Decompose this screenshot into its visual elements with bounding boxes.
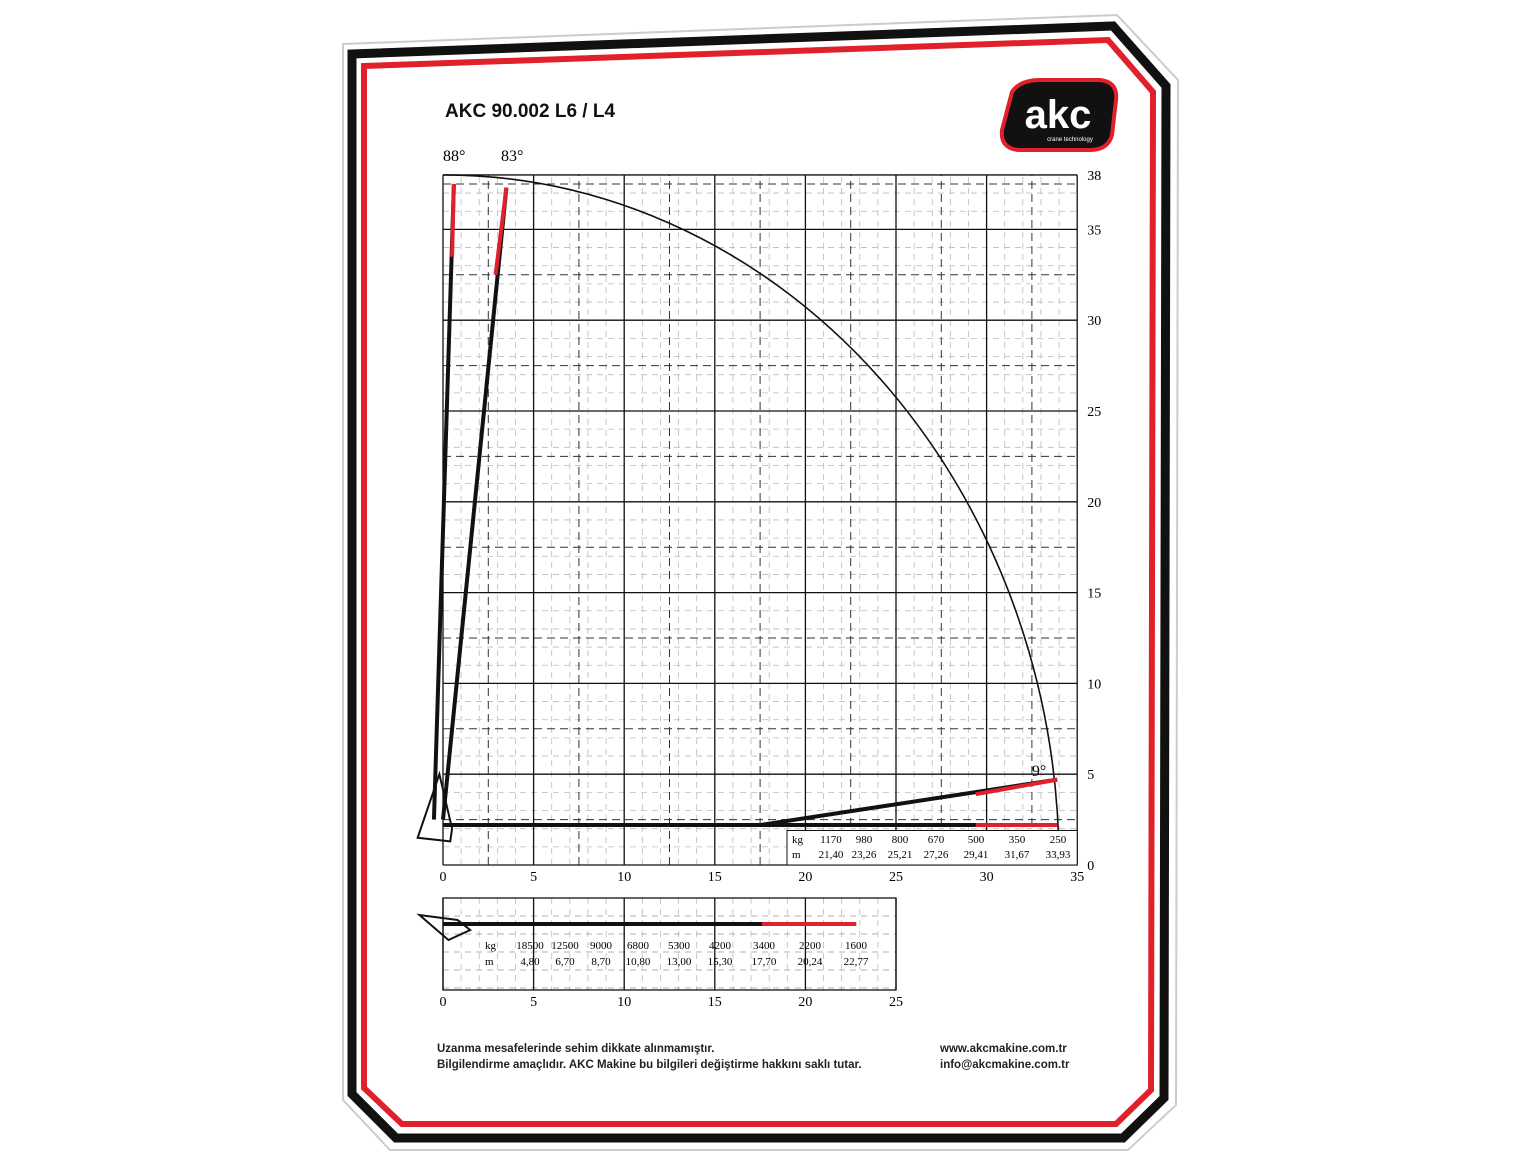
boom: [441, 187, 509, 820]
load-kg: 350: [1009, 834, 1026, 846]
load-m: 25,21: [888, 849, 913, 861]
y-tick-label: 38: [1087, 169, 1101, 184]
load-kg: 1170: [820, 834, 842, 846]
angle-label: 9°: [1032, 763, 1046, 780]
logo-text: akc: [1025, 93, 1092, 137]
load-m: 23,26: [852, 849, 877, 861]
load-kg: 6800: [627, 940, 650, 952]
load-m: 4,80: [520, 956, 540, 968]
kg-label: kg: [485, 940, 497, 952]
title: AKC 90.002 L6 / L4: [445, 101, 615, 122]
load-m: 15,30: [708, 956, 733, 968]
x-tick-label: 5: [530, 995, 537, 1010]
load-m: 31,67: [1005, 849, 1030, 861]
y-tick-label: 15: [1087, 587, 1101, 602]
logo-tagline: crane technology: [1047, 137, 1093, 143]
x-tick-label: 10: [617, 870, 631, 885]
load-kg: 5300: [668, 940, 691, 952]
frame: [442, 897, 897, 991]
load-m: 33,93: [1046, 849, 1071, 861]
card-border-black: [347, 21, 1171, 1143]
load-kg: 9000: [590, 940, 613, 952]
load-kg: 980: [856, 834, 873, 846]
x-tick-label: 25: [889, 870, 903, 885]
footer-note: Uzanma mesafelerinde sehim dikkate alınm…: [437, 1043, 714, 1055]
x-tick-label: 15: [708, 870, 722, 885]
boom-tip: [975, 777, 1058, 797]
m-label: m: [792, 849, 801, 861]
outreach-diagram: 0 5 10 15 20 25 kg m 18500 4,80 12500 6,70 9000 8,70 6…: [416, 897, 903, 1010]
load-m: 20,24: [798, 956, 823, 968]
load-m: 6,70: [555, 956, 575, 968]
angle-label: 88°: [443, 148, 465, 165]
load-kg: 670: [928, 834, 945, 846]
slewing-base: [416, 770, 454, 843]
load-m: 21,40: [819, 849, 844, 861]
logo: akc crane technology: [999, 78, 1119, 152]
load-m: 13,00: [667, 956, 692, 968]
m-label: m: [485, 956, 494, 968]
x-tick-label: 15: [708, 995, 722, 1010]
load-m: 8,70: [591, 956, 611, 968]
y-tick-label: 5: [1087, 768, 1094, 783]
y-tick-label: 10: [1087, 677, 1101, 692]
y-tick-label: 30: [1087, 314, 1101, 329]
load-m: 22,77: [844, 956, 869, 968]
load-m: 10,80: [626, 956, 651, 968]
x-tick-label: 0: [440, 870, 447, 885]
load-kg: 500: [968, 834, 985, 846]
load-kg: 2200: [799, 940, 822, 952]
load-kg: 3400: [753, 940, 776, 952]
load-m: 27,26: [924, 849, 949, 861]
x-tick-label: 30: [980, 870, 994, 885]
load-kg: 12500: [551, 940, 579, 952]
boom-tip: [493, 187, 509, 276]
boom-tip: [450, 183, 456, 257]
x-tick-label: 5: [530, 870, 537, 885]
load-kg: 4200: [709, 940, 732, 952]
boom: [431, 183, 456, 820]
load-kg: 18500: [516, 940, 544, 952]
contact: www.akcmakine.com.tr: [939, 1043, 1067, 1055]
load-kg: 250: [1050, 834, 1067, 846]
y-tick-label: 35: [1087, 223, 1101, 238]
reach-envelope: [442, 174, 1060, 866]
slewing-base: [416, 913, 473, 942]
x-tick-label: 25: [889, 995, 903, 1010]
y-tick-label: 0: [1087, 859, 1094, 874]
logo-badge: [999, 78, 1119, 152]
load-kg: 800: [892, 834, 909, 846]
load-table: [786, 829, 1078, 866]
card-border-red: [361, 36, 1157, 1127]
angle-label: 83°: [501, 148, 523, 165]
load-m: 17,70: [752, 956, 777, 968]
x-tick-label: 20: [798, 995, 812, 1010]
kg-label: kg: [792, 834, 804, 846]
x-tick-label: 35: [1070, 870, 1084, 885]
footer-note: Bilgilendirme amaçlıdır. AKC Makine bu b…: [437, 1059, 862, 1071]
y-tick-label: 25: [1087, 405, 1101, 420]
x-tick-label: 0: [440, 995, 447, 1010]
contact: info@akcmakine.com.tr: [940, 1059, 1070, 1071]
y-tick-label: 20: [1087, 496, 1101, 511]
load-kg: 1600: [845, 940, 868, 952]
load-m: 29,41: [964, 849, 989, 861]
x-tick-label: 20: [798, 870, 812, 885]
x-tick-label: 10: [617, 995, 631, 1010]
